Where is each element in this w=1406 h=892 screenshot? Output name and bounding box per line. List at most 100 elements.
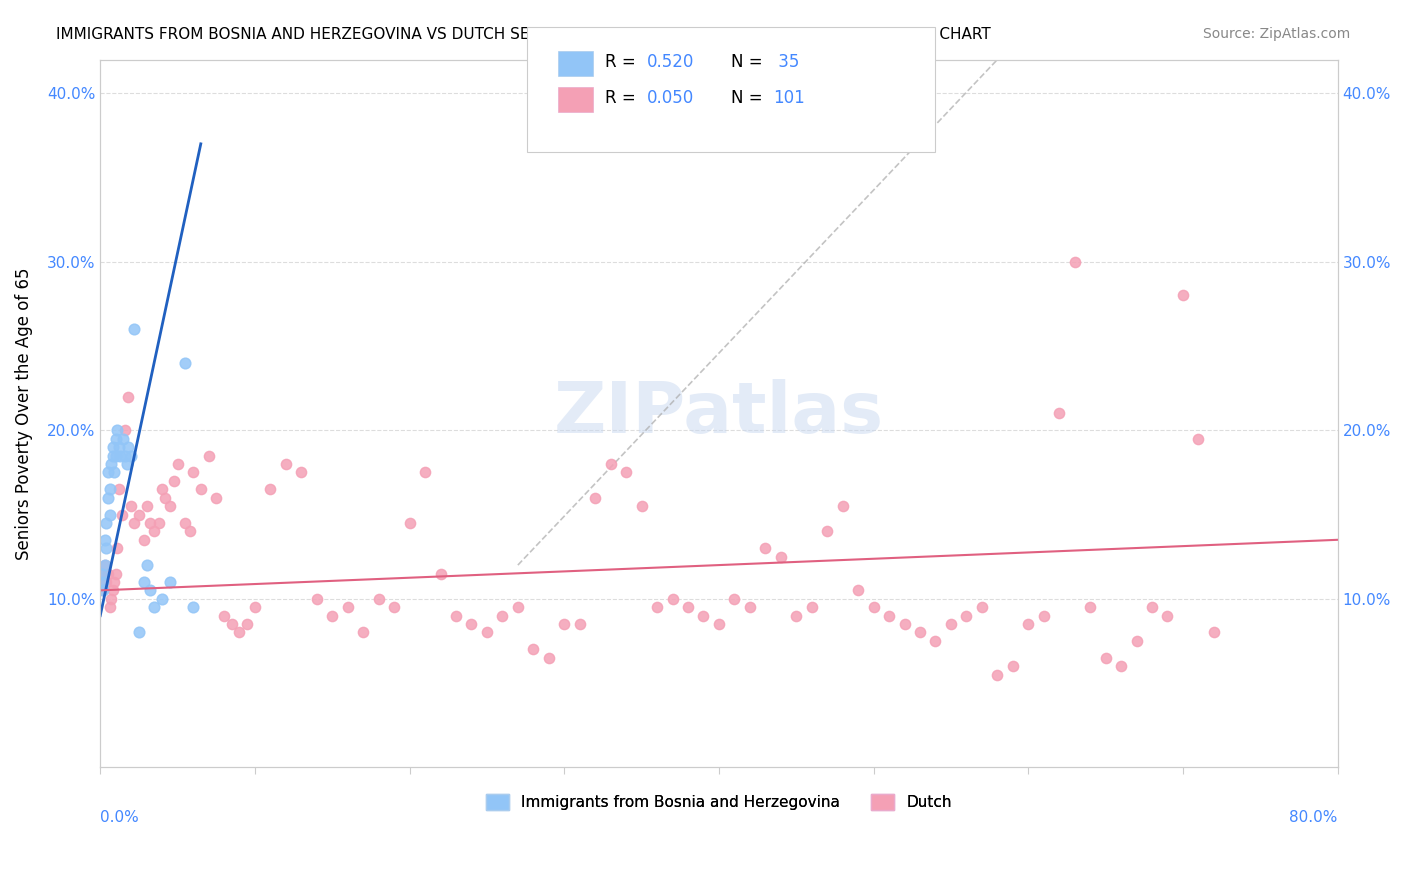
Text: ZIPatlas: ZIPatlas (554, 379, 884, 448)
Point (1171, 288, 1194, 302)
Point (352, 625, 374, 640)
Point (205, 491, 228, 505)
Point (128, 625, 150, 640)
Point (831, 499, 853, 513)
Point (90, 566, 112, 581)
Y-axis label: Seniors Poverty Over the Age of 65: Seniors Poverty Over the Age of 65 (15, 268, 32, 559)
Point (139, 583, 162, 598)
Point (212, 608, 235, 623)
Point (321, 608, 343, 623)
Point (491, 608, 513, 623)
Point (1187, 432, 1209, 446)
Point (150, 591, 173, 606)
Point (114, 423, 136, 437)
Text: 80.0%: 80.0% (1289, 810, 1337, 825)
Point (614, 466, 637, 480)
Point (1047, 406, 1070, 420)
Point (769, 549, 792, 564)
Point (98, 482, 121, 496)
Point (1140, 600, 1163, 615)
Point (908, 625, 931, 640)
Point (98, 600, 121, 615)
Point (159, 499, 181, 513)
Point (939, 617, 962, 632)
Point (135, 558, 157, 572)
Point (94, 558, 117, 572)
Point (336, 600, 359, 615)
Point (645, 600, 668, 615)
Text: IMMIGRANTS FROM BOSNIA AND HERZEGOVINA VS DUTCH SENIORS POVERTY OVER THE AGE OF : IMMIGRANTS FROM BOSNIA AND HERZEGOVINA V… (56, 27, 991, 42)
Point (103, 574, 125, 589)
Point (96, 541, 118, 556)
Point (800, 600, 823, 615)
Point (117, 390, 139, 404)
Point (522, 642, 544, 657)
Point (128, 508, 150, 522)
Point (97, 566, 120, 581)
Point (599, 457, 621, 471)
Text: N =: N = (731, 89, 768, 107)
Point (553, 617, 575, 632)
Point (661, 591, 683, 606)
Point (754, 541, 776, 556)
Point (1202, 625, 1225, 640)
Point (815, 524, 838, 539)
Point (1001, 659, 1024, 673)
Point (893, 617, 915, 632)
Text: 0.0%: 0.0% (100, 810, 139, 825)
Point (159, 574, 181, 589)
Point (98, 508, 121, 522)
Point (93, 574, 115, 589)
Point (111, 508, 134, 522)
Point (413, 466, 436, 480)
Point (120, 499, 142, 513)
Point (738, 600, 761, 615)
Point (115, 457, 138, 471)
Point (692, 608, 714, 623)
Point (475, 625, 498, 640)
Point (630, 499, 652, 513)
Point (583, 491, 606, 505)
Point (398, 516, 420, 530)
Point (124, 322, 146, 336)
Point (148, 516, 170, 530)
Text: 0.520: 0.520 (647, 54, 695, 71)
Point (108, 482, 131, 496)
Point (537, 650, 560, 665)
Text: N =: N = (731, 54, 768, 71)
Point (105, 423, 128, 437)
Point (228, 625, 250, 640)
Point (444, 608, 467, 623)
Point (94, 558, 117, 572)
Point (112, 432, 135, 446)
Point (1017, 617, 1039, 632)
Point (103, 466, 125, 480)
Point (506, 600, 529, 615)
Point (143, 600, 166, 615)
Point (197, 449, 219, 463)
Point (93, 583, 115, 598)
Point (97, 466, 120, 480)
Point (105, 541, 128, 556)
Point (97, 491, 120, 505)
Text: 101: 101 (773, 89, 806, 107)
Point (877, 608, 900, 623)
Point (221, 617, 243, 632)
Point (1125, 633, 1147, 648)
Text: 35: 35 (773, 54, 800, 71)
Point (90, 583, 112, 598)
Point (132, 533, 155, 547)
Point (101, 440, 124, 454)
Point (181, 466, 204, 480)
Point (143, 524, 166, 539)
Point (94, 533, 117, 547)
Point (96, 574, 118, 589)
Point (1032, 608, 1054, 623)
Point (259, 482, 281, 496)
Point (155, 491, 177, 505)
Point (924, 633, 946, 648)
Point (986, 667, 1008, 681)
Point (290, 466, 312, 480)
Point (96, 516, 118, 530)
Point (101, 449, 124, 463)
